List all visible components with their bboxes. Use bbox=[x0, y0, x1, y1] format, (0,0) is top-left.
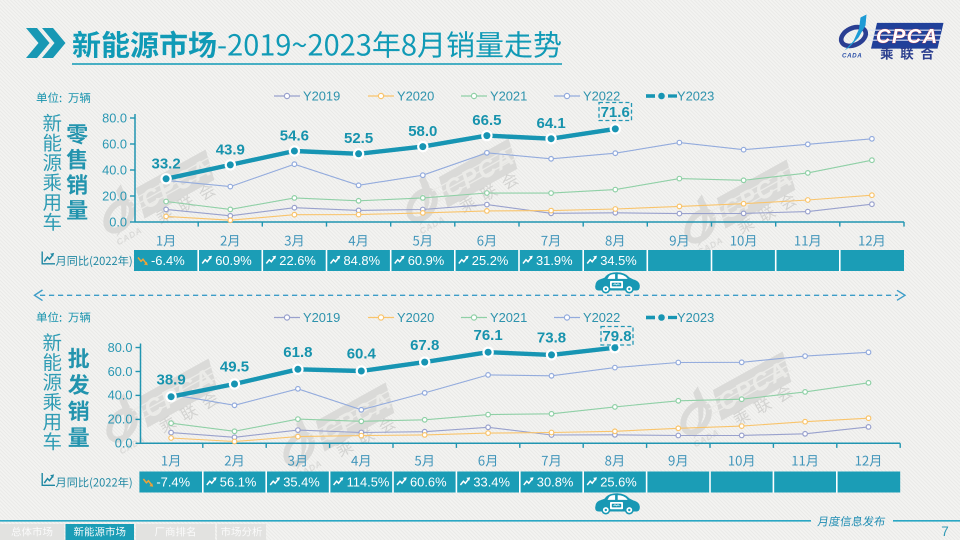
svg-text:56.1%: 56.1% bbox=[220, 475, 257, 490]
svg-text:61.8: 61.8 bbox=[283, 344, 312, 361]
svg-text:25.6%: 25.6% bbox=[600, 475, 637, 490]
svg-text:79.8: 79.8 bbox=[602, 328, 631, 345]
svg-text:Y2022: Y2022 bbox=[583, 89, 620, 104]
svg-text:40.0: 40.0 bbox=[102, 162, 127, 177]
svg-text:66.5: 66.5 bbox=[472, 112, 501, 129]
svg-text:CADA: CADA bbox=[842, 53, 862, 60]
svg-text:Y2019: Y2019 bbox=[303, 310, 340, 325]
svg-text:Y2023: Y2023 bbox=[677, 310, 714, 325]
svg-text:64.1: 64.1 bbox=[536, 115, 565, 132]
svg-text:CPCA: CPCA bbox=[876, 26, 939, 48]
svg-text:71.6: 71.6 bbox=[601, 104, 630, 121]
svg-text:34.5%: 34.5% bbox=[600, 253, 637, 268]
svg-text:76.1: 76.1 bbox=[473, 327, 502, 344]
svg-text:52.5: 52.5 bbox=[344, 130, 373, 147]
svg-text:33.4%: 33.4% bbox=[473, 475, 510, 490]
svg-text:60.9%: 60.9% bbox=[408, 253, 445, 268]
svg-text:54.6: 54.6 bbox=[280, 128, 309, 145]
svg-text:80.0: 80.0 bbox=[108, 340, 133, 355]
svg-text:30.8%: 30.8% bbox=[537, 475, 574, 490]
svg-text:35.4%: 35.4% bbox=[283, 475, 320, 490]
svg-text:40.0: 40.0 bbox=[108, 388, 133, 403]
svg-text:-6.4%: -6.4% bbox=[151, 253, 185, 268]
svg-text:20.0: 20.0 bbox=[108, 412, 133, 427]
svg-text:22.6%: 22.6% bbox=[279, 253, 316, 268]
svg-text:20.0: 20.0 bbox=[102, 188, 127, 203]
svg-text:Y2021: Y2021 bbox=[490, 310, 527, 325]
svg-text:60.0: 60.0 bbox=[102, 136, 127, 151]
svg-text:60.0: 60.0 bbox=[108, 364, 133, 379]
svg-text:67.8: 67.8 bbox=[410, 337, 439, 354]
svg-text:49.5: 49.5 bbox=[220, 359, 249, 376]
svg-text:Y2021: Y2021 bbox=[490, 89, 527, 104]
svg-text:60.4: 60.4 bbox=[347, 346, 377, 363]
svg-text:Y2022: Y2022 bbox=[583, 310, 620, 325]
svg-text:Y2019: Y2019 bbox=[303, 89, 340, 104]
svg-text:80.0: 80.0 bbox=[102, 110, 127, 125]
svg-text:58.0: 58.0 bbox=[408, 123, 437, 140]
svg-text:114.5%: 114.5% bbox=[347, 475, 390, 490]
svg-text:7: 7 bbox=[941, 524, 949, 539]
svg-text:25.2%: 25.2% bbox=[472, 253, 509, 268]
svg-text:33.2: 33.2 bbox=[151, 155, 180, 172]
svg-text:73.8: 73.8 bbox=[537, 330, 566, 347]
svg-text:Y2023: Y2023 bbox=[677, 89, 714, 104]
svg-text:0.0: 0.0 bbox=[115, 436, 133, 451]
svg-text:31.9%: 31.9% bbox=[536, 253, 573, 268]
svg-text:0.0: 0.0 bbox=[109, 214, 127, 229]
svg-text:38.9: 38.9 bbox=[156, 371, 185, 388]
svg-text:84.8%: 84.8% bbox=[344, 253, 381, 268]
svg-text:60.9%: 60.9% bbox=[215, 253, 252, 268]
svg-text:-7.4%: -7.4% bbox=[156, 475, 190, 490]
svg-text:43.9: 43.9 bbox=[216, 141, 245, 158]
svg-text:60.6%: 60.6% bbox=[410, 475, 447, 490]
svg-text:Y2020: Y2020 bbox=[397, 310, 434, 325]
svg-text:Y2020: Y2020 bbox=[397, 89, 434, 104]
